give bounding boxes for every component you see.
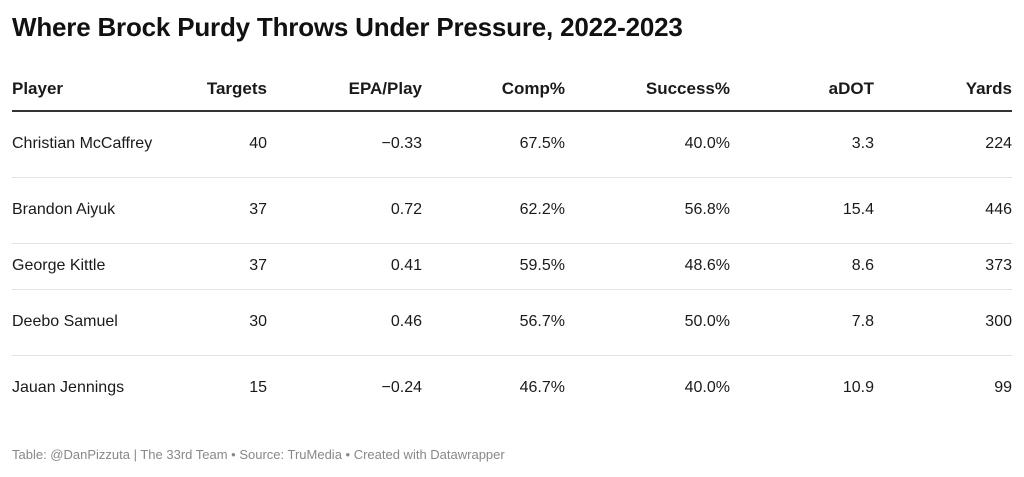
cell-success-pct: 50.0% [565,289,730,356]
cell-epa-play: 0.41 [267,243,422,290]
cell-comp-pct: 46.7% [519,379,565,397]
cell-success-pct: 56.8% [565,177,730,244]
column-header-yards[interactable]: Yards [874,68,1012,112]
cell-yards: 224 [874,111,1012,178]
cell-yards: 446 [874,177,1012,244]
cell-player: Brandon Aiyuk [12,177,177,244]
cell-adot: 15.4 [730,177,874,244]
column-header-comp-pct[interactable]: Comp% [422,68,565,112]
header-row: Player Targets EPA/Play Comp% Success% a… [12,68,1012,112]
column-header-adot[interactable]: aDOT [730,68,874,112]
column-header-epa-play[interactable]: EPA/Play [267,68,422,112]
cell-player: Deebo Samuel [12,289,177,356]
cell-targets: 40 [177,111,267,178]
cell-success-pct: 40.0% [565,111,730,178]
column-header-success-pct[interactable]: Success% [565,68,730,112]
chart-title: Where Brock Purdy Throws Under Pressure,… [12,12,683,42]
cell-epa-play: −0.24 [381,379,422,397]
cell-yards: 300 [874,289,1012,356]
cell-adot: 3.3 [730,111,874,178]
cell-targets: 30 [177,289,267,356]
column-header-targets[interactable]: Targets [177,68,267,112]
source-footer: Table: @DanPizzuta | The 33rd Team • Sou… [12,447,505,462]
cell-comp-pct: 56.7% [422,289,565,356]
cell-adot: 8.6 [730,243,874,290]
cell-player: Jauan Jennings [12,379,125,397]
cell-adot: 7.8 [730,289,874,356]
table-row: Christian McCaffrey 40 −0.33 67.5% 40.0%… [12,111,1012,178]
cell-epa-play: 0.72 [267,177,422,244]
cell-success-pct: 48.6% [565,243,730,290]
data-table: Player Targets EPA/Play Comp% Success% a… [12,68,1012,421]
table-row: George Kittle 37 0.41 59.5% 48.6% 8.6 37… [12,243,1012,290]
cell-targets: 37 [177,177,267,244]
cell-adot: 10.9 [842,379,874,397]
cell-player: George Kittle [12,243,177,290]
cell-comp-pct: 59.5% [422,243,565,290]
cell-yards: 373 [874,243,1012,290]
cell-player: Christian McCaffrey [12,111,177,178]
column-header-player[interactable]: Player [12,68,177,112]
table-row: Brandon Aiyuk 37 0.72 62.2% 56.8% 15.4 4… [12,177,1012,244]
cell-yards: 99 [994,379,1012,397]
cell-epa-play: −0.33 [267,111,422,178]
cell-targets: 15 [249,379,267,397]
cell-comp-pct: 67.5% [422,111,565,178]
table-row: Deebo Samuel 30 0.46 56.7% 50.0% 7.8 300 [12,289,1012,356]
cell-targets: 37 [177,243,267,290]
table-row: Jauan Jennings 15 −0.24 46.7% 40.0% 10.9… [12,355,1012,421]
cell-epa-play: 0.46 [267,289,422,356]
cell-success-pct: 40.0% [684,379,730,397]
cell-comp-pct: 62.2% [422,177,565,244]
